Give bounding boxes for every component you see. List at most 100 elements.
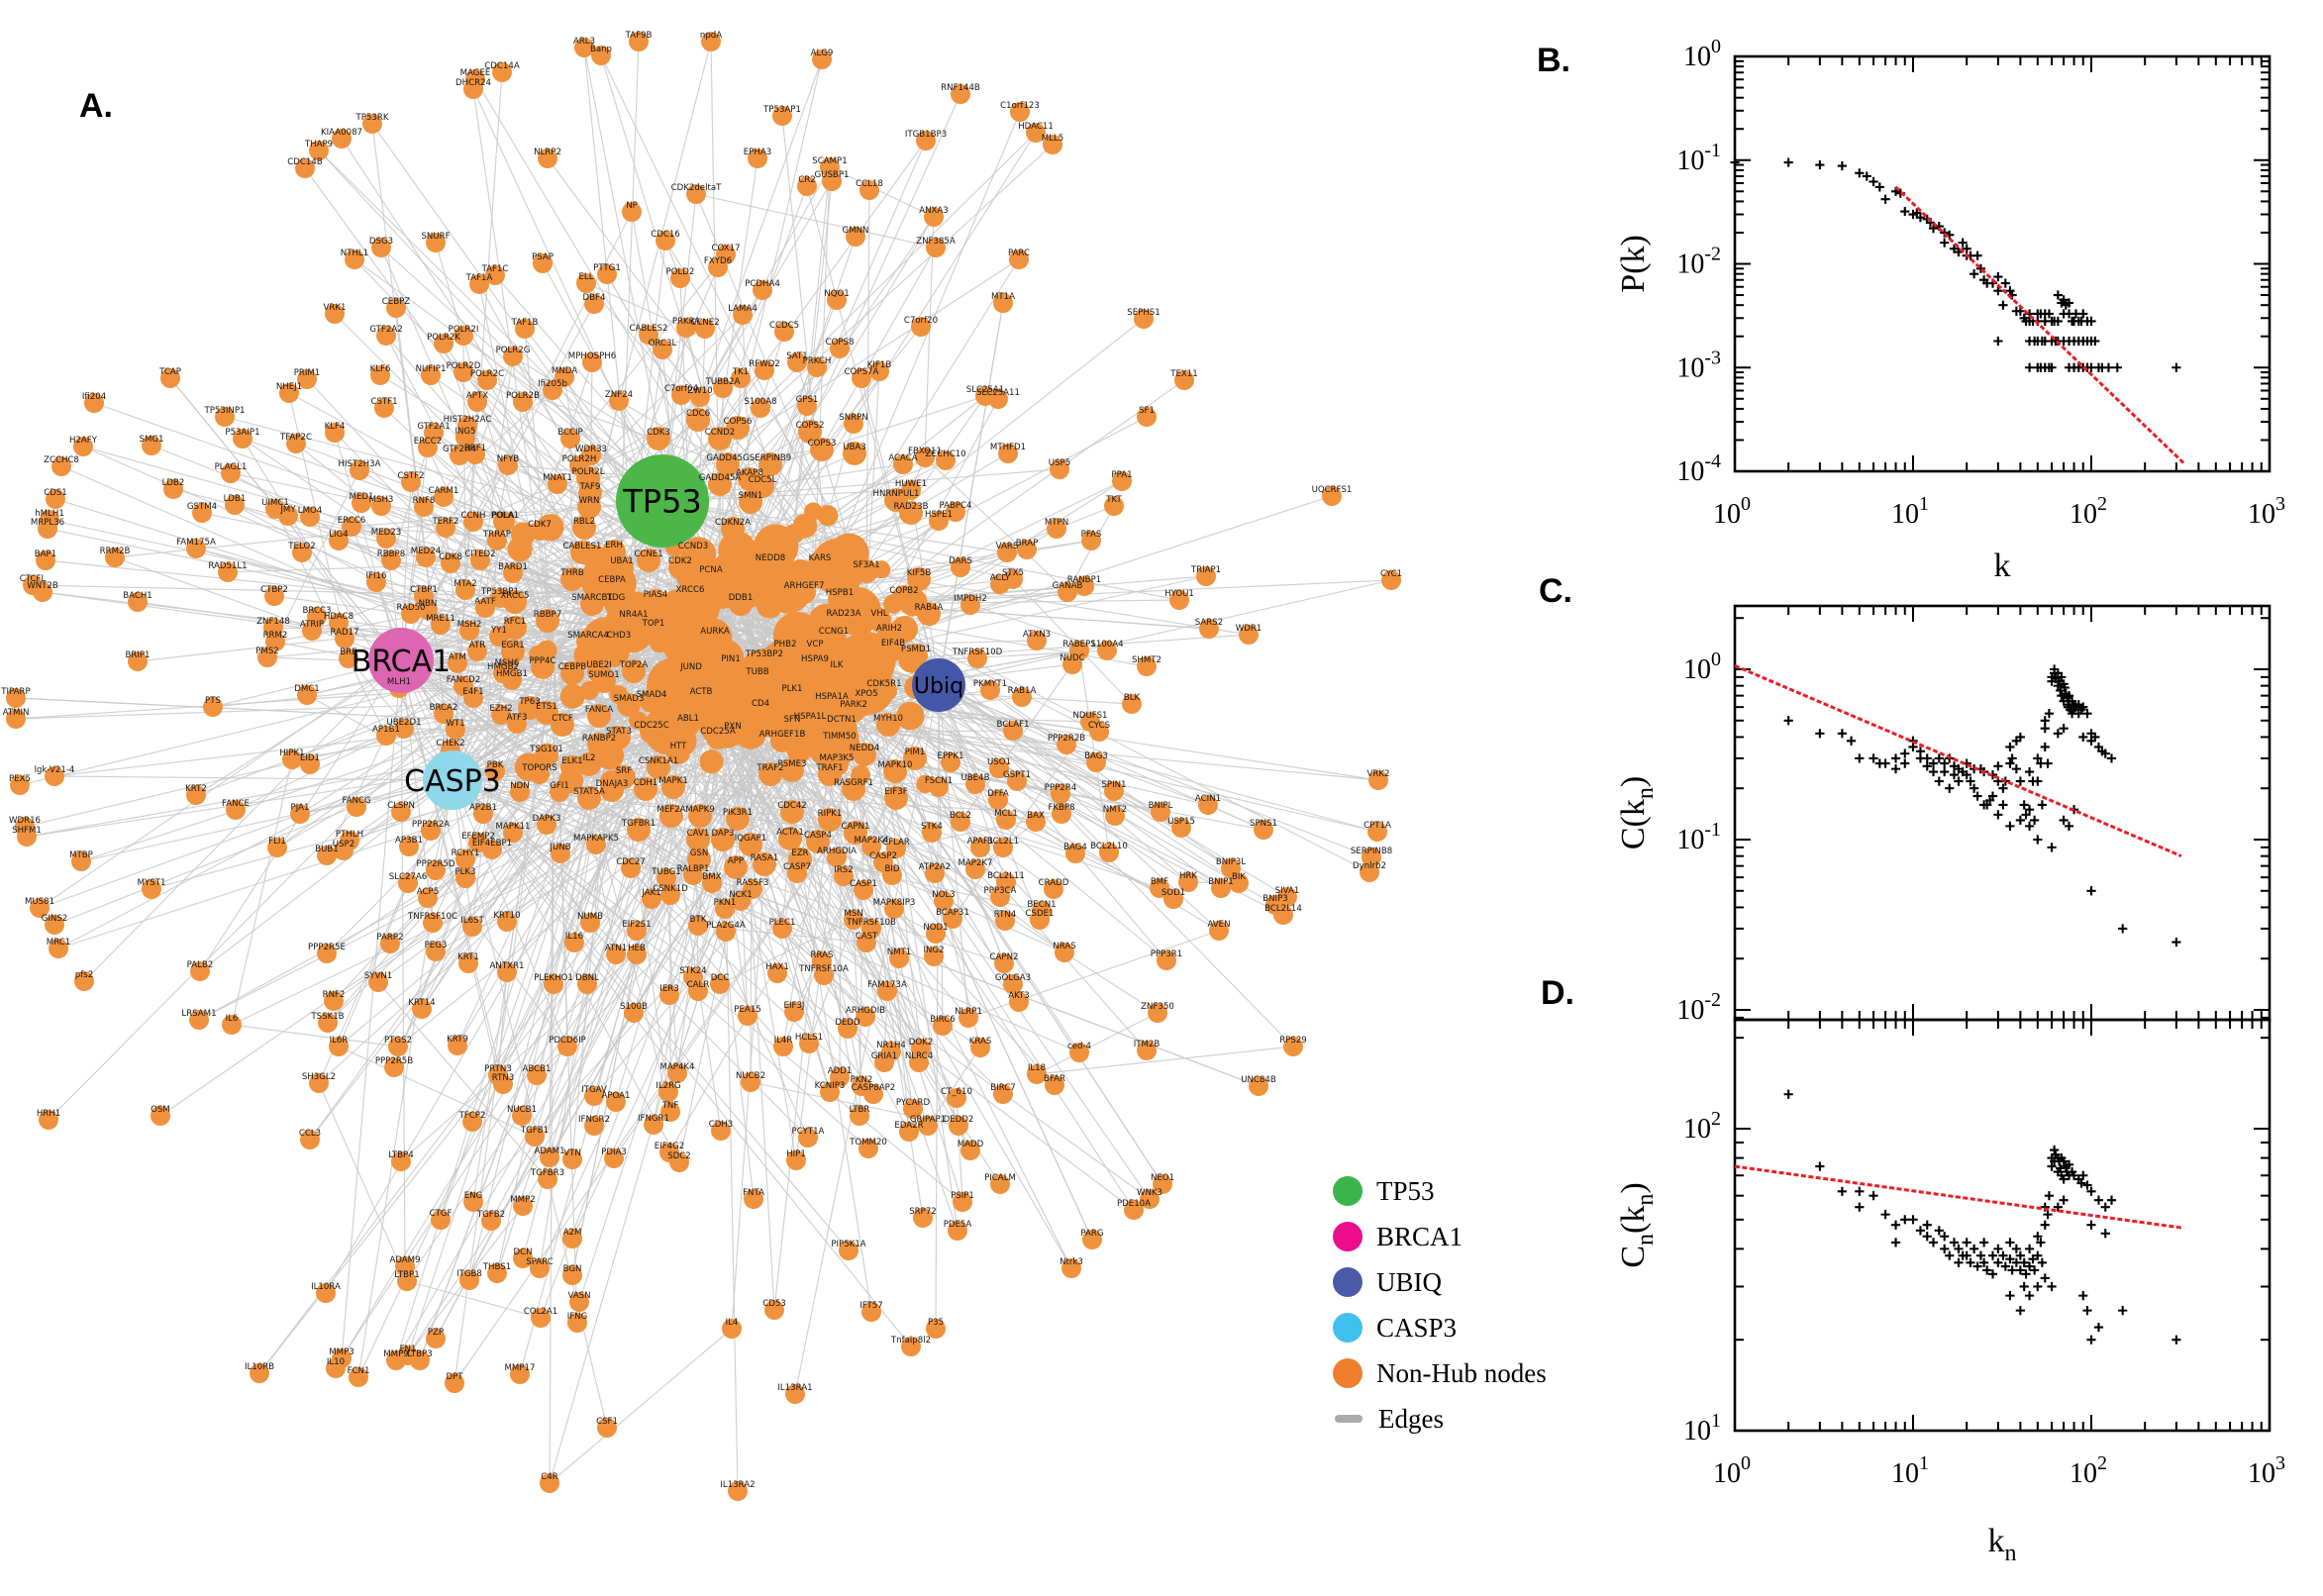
- network-node-label: MAP2K7: [958, 858, 992, 868]
- network-node: [324, 991, 344, 1011]
- network-node-label: JUNB: [549, 843, 570, 852]
- network-node: [658, 1082, 678, 1102]
- network-node: [780, 683, 804, 707]
- network-node: [45, 915, 64, 935]
- network-node: [609, 391, 629, 411]
- network-node-label: ADAM1: [534, 1147, 564, 1156]
- network-node-label: KIAA0087: [321, 128, 362, 138]
- network-node-label: SPARC: [526, 1257, 554, 1267]
- network-node-label: RRM2: [263, 631, 288, 641]
- network-node-label: MSN: [844, 909, 862, 919]
- network-node: [463, 512, 483, 532]
- network-node: [1150, 878, 1169, 898]
- network-node: [1211, 878, 1231, 898]
- network-node-label: PLEC1: [769, 918, 796, 928]
- network-node: [889, 948, 909, 968]
- network-node: [1062, 654, 1082, 674]
- data-point: [1915, 213, 1926, 223]
- data-point: [2005, 1291, 2015, 1301]
- network-node: [376, 529, 396, 549]
- data-point: [2040, 1273, 2050, 1283]
- tick-label: 102: [1683, 1108, 1721, 1145]
- network-node-label: MLH1: [387, 677, 411, 687]
- network-node: [349, 1367, 368, 1387]
- network-node: [557, 1037, 577, 1056]
- network-node: [1104, 496, 1124, 516]
- network-node-label: ZNF24: [605, 390, 633, 400]
- network-node-label: RNF2: [323, 990, 346, 1000]
- network-node-label: CDH3: [709, 1120, 734, 1130]
- tick-label: 100: [1683, 36, 1721, 72]
- network-node: [448, 653, 467, 673]
- network-node: [394, 719, 414, 739]
- network-node: [495, 512, 515, 532]
- network-node-label: WT1: [446, 719, 464, 729]
- network-node-label: ADAM9: [389, 1255, 420, 1265]
- data-point: [2103, 362, 2114, 372]
- network-node: [909, 1052, 929, 1072]
- network-node-label: PMS2: [255, 647, 279, 656]
- network-node: [347, 797, 366, 817]
- network-node-label: IFNGR1: [638, 1114, 669, 1124]
- network-node-label: RIPK1: [818, 809, 843, 819]
- network-node: [827, 848, 847, 867]
- network-node-label: TGFBR3: [530, 1168, 564, 1178]
- data-point: [2007, 753, 2017, 763]
- network-node-label: STK4: [921, 822, 943, 832]
- network-node: [907, 567, 931, 591]
- network-node-label: TRIAP1: [1190, 565, 1221, 575]
- network-node-label: CASP7: [783, 862, 811, 872]
- scatter-points: [1783, 1089, 2181, 1345]
- network-node: [1122, 694, 1142, 714]
- network-node-label: THAP9: [304, 140, 333, 150]
- network-node-label: VARS: [996, 542, 1019, 551]
- network-node: [946, 502, 965, 522]
- network-node-label: EID1: [300, 753, 320, 763]
- network-node-label: STK24: [679, 966, 706, 976]
- data-point: [2005, 1254, 2015, 1264]
- network-node: [502, 670, 522, 690]
- data-point: [1815, 159, 1825, 170]
- data-point: [2044, 309, 2055, 319]
- network-node-label: FXYD6: [704, 256, 732, 266]
- data-point: [1900, 206, 1910, 217]
- data-point: [2024, 1291, 2035, 1301]
- network-node: [706, 726, 730, 749]
- network-node-label: BNIP3L: [1216, 857, 1247, 867]
- network-node-label: CAV1: [687, 829, 710, 839]
- network-node-label: USO1: [987, 757, 1011, 767]
- data-point: [1900, 748, 1910, 758]
- network-node-label: CCNE2: [690, 318, 719, 328]
- network-node-label: CASP4: [804, 831, 832, 841]
- network-node-label: IL10: [327, 1357, 345, 1367]
- network-node: [391, 802, 411, 822]
- legend-item-tp53: TP53: [1333, 1168, 1630, 1214]
- network-node-label: TAF1C: [481, 264, 509, 274]
- network-node: [418, 888, 438, 908]
- network-node: [679, 661, 703, 685]
- network-node-label: MAP3K5: [819, 753, 854, 763]
- network-node: [316, 1283, 336, 1303]
- network-node-label: GTF2A1: [417, 422, 450, 432]
- network-node: [858, 1139, 878, 1158]
- network-node: [352, 493, 371, 513]
- network-node: [951, 812, 970, 832]
- network-node: [426, 1329, 446, 1348]
- data-point: [2047, 1281, 2057, 1292]
- network-node-label: PDE10A: [1117, 1199, 1151, 1209]
- network-node-label: MLL5: [1042, 134, 1063, 144]
- network-node: [773, 639, 797, 662]
- network-node: [226, 800, 246, 820]
- network-node-label: PTHLH: [336, 830, 363, 840]
- network-node-label: PEA15: [734, 1005, 760, 1015]
- network-node-label: EFEMP2: [461, 832, 495, 842]
- network-node-label: RNF8: [413, 496, 436, 506]
- fit-line: [1734, 663, 2182, 858]
- network-node-label: TP53BP1: [480, 587, 519, 597]
- network-node: [798, 420, 822, 444]
- data-point: [1987, 1269, 1998, 1279]
- network-node: [279, 383, 299, 403]
- node-swatch-icon: [1333, 1267, 1363, 1297]
- network-node: [309, 1073, 329, 1093]
- network-node-label: NR4A1: [619, 610, 648, 620]
